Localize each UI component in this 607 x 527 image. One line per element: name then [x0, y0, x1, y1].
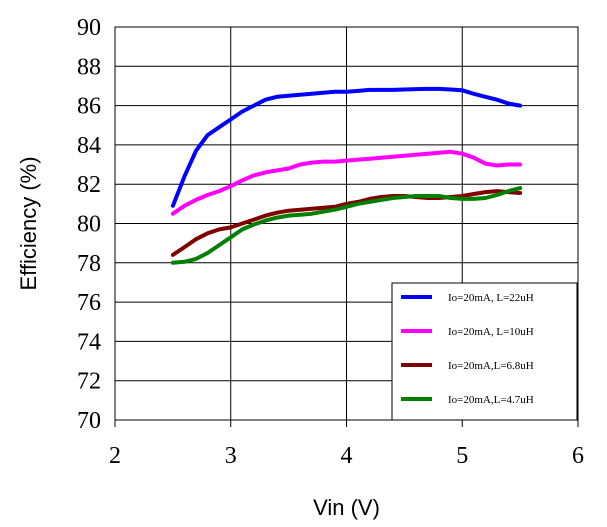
- series-line-1: [170, 86, 523, 208]
- y-tick-labels: 70 72 74 76 78 80 82 84 86 88 90: [77, 15, 101, 434]
- series-line-4: [170, 186, 523, 265]
- y-tick-label: 88: [77, 54, 101, 80]
- legend: Io=20mA, L=22uH Io=20mA, L=10uH Io=20mA,L=…: [391, 282, 578, 421]
- y-tick-label: 82: [77, 172, 101, 198]
- x-tick-label: 6: [572, 443, 584, 469]
- x-tick-labels: 2 3 4 5 6: [109, 443, 584, 469]
- y-tick-label: 70: [77, 408, 101, 434]
- y-tick-label: 76: [77, 290, 101, 316]
- series-line-3: [170, 189, 523, 257]
- x-axis-title: Vin (V): [313, 495, 380, 520]
- y-tick-label: 80: [77, 212, 101, 238]
- plot-area-border: [114, 26, 579, 421]
- y-tick-label: 90: [77, 15, 101, 41]
- legend-label: Io=20mA,L=4.7uH: [448, 394, 534, 406]
- y-tick-label: 86: [77, 94, 101, 120]
- series-lines: [170, 86, 523, 265]
- x-tick-label: 2: [109, 443, 121, 469]
- y-tick-label: 72: [77, 369, 101, 395]
- y-tick-label: 74: [77, 329, 101, 355]
- series-line-2: [170, 149, 523, 216]
- x-tick-label: 5: [456, 443, 468, 469]
- x-tick-label: 4: [341, 443, 353, 469]
- legend-label: Io=20mA, L=10uH: [448, 326, 534, 338]
- legend-label: Io=20mA, L=22uH: [448, 292, 534, 304]
- y-tick-label: 84: [77, 133, 101, 159]
- y-tick-label: 78: [77, 251, 101, 277]
- x-tick-label: 3: [225, 443, 237, 469]
- y-axis-title: Efficiency (%): [16, 156, 41, 290]
- legend-label: Io=20mA,L=6.8uH: [448, 360, 534, 372]
